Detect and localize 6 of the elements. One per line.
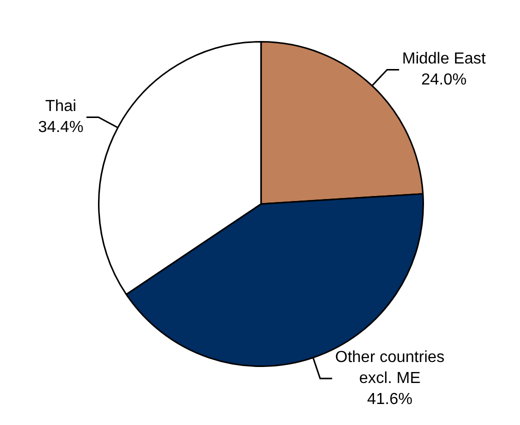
data-label: 41.6% — [367, 390, 413, 408]
slice-label: Middle East — [402, 50, 486, 68]
data-label: 24.0% — [421, 72, 467, 89]
slice-label: Other countries excl. ME — [335, 348, 445, 387]
slice-label: Thai — [45, 98, 76, 116]
data-label: 34.4% — [38, 119, 84, 136]
